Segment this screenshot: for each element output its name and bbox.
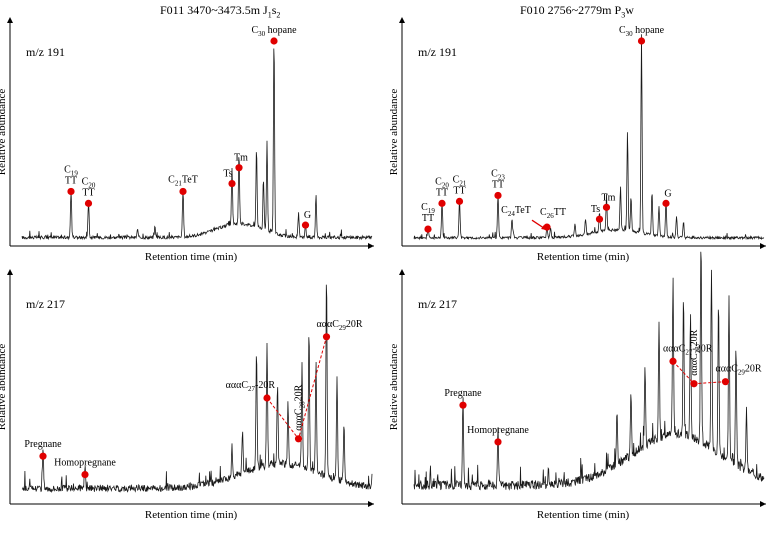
chart-panel-p3: Retention time (min) Relative abundance m/… <box>0 269 374 521</box>
panel-title-sub: 3 <box>621 10 626 20</box>
y-axis-label: Relative abundance <box>0 89 8 176</box>
peak-label: C24TeT <box>501 205 531 218</box>
mz-label: m/z 217 <box>26 297 65 311</box>
y-axis-label: Relative abundance <box>388 344 400 431</box>
peak-label: TT <box>422 213 434 224</box>
y-axis-arrow <box>399 17 405 23</box>
peak-marker <box>67 187 75 196</box>
x-axis-arrow <box>368 243 374 249</box>
panel-title-sub: 1 <box>267 10 272 20</box>
chart-panel-p1: Retention time (min) Relative abundance m/… <box>0 17 374 263</box>
mz-label: m/z 191 <box>26 45 65 59</box>
x-axis-arrow <box>760 501 766 507</box>
peak-label: TT <box>492 179 504 190</box>
peak-label: αααC2820R <box>689 329 702 375</box>
panel-title-well: F010 2756~2779m P <box>520 3 622 17</box>
panel-title-left: F011 3470~3473.5m J1s2 <box>160 3 280 19</box>
peak-marker <box>81 470 89 479</box>
peak-label: αααC27-20R <box>226 380 276 393</box>
peak-label: C20 <box>435 176 449 189</box>
peak-label: Homopregnane <box>54 458 116 469</box>
peak-marker <box>179 187 187 196</box>
peak-label: G <box>304 210 311 221</box>
panel-title-tail: s <box>271 3 277 17</box>
peak-label: TT <box>436 187 448 198</box>
peak-label: C20 <box>82 176 96 189</box>
peak-label: αααC27-20R <box>663 343 713 356</box>
peak-marker <box>494 191 502 200</box>
peak-marker <box>228 179 236 188</box>
panel-title-well: F011 3470~3473.5m J <box>160 3 268 17</box>
peak-marker <box>424 225 432 233</box>
x-axis-label: Retention time (min) <box>537 251 630 263</box>
x-axis-label: Retention time (min) <box>145 509 238 521</box>
chart-panel-p2: Retention time (min) Relative abundance m/… <box>388 17 766 263</box>
peak-label: Ts <box>223 169 232 180</box>
peak-marker <box>602 203 611 211</box>
peak-label: C30 hopane <box>619 25 665 38</box>
peak-marker <box>662 199 670 207</box>
peak-marker <box>438 199 446 207</box>
x-axis-label: Retention time (min) <box>145 251 238 263</box>
peak-label: C26TT <box>540 207 566 220</box>
y-axis-label: Relative abundance <box>388 89 400 176</box>
peak-label: Tm <box>602 192 616 203</box>
peak-label: Pregnane <box>24 439 62 450</box>
peak-label: C19 <box>421 202 435 215</box>
x-axis-arrow <box>368 501 374 507</box>
peak-marker <box>455 197 464 205</box>
peak-label: C19 <box>64 164 78 177</box>
peak-marker <box>270 37 278 45</box>
peak-marker <box>595 215 604 223</box>
y-axis-label: Relative abundance <box>0 344 8 431</box>
peak-marker <box>84 199 93 207</box>
peak-label: Ts <box>591 204 600 215</box>
y-axis-arrow <box>7 269 13 275</box>
mz-label: m/z 217 <box>418 297 457 311</box>
peak-label: C23 <box>491 168 505 181</box>
chromatogram-trace <box>413 251 765 491</box>
peak-label: Homopregnane <box>467 425 529 436</box>
peak-label: TT <box>82 187 94 198</box>
peak-marker <box>301 221 310 229</box>
mz-label: m/z 191 <box>418 45 457 59</box>
chromatogram-trace <box>21 48 373 241</box>
peak-label: αααC2920R <box>317 319 363 332</box>
peak-label: TT <box>65 175 77 186</box>
x-axis-label: Retention time (min) <box>537 509 630 521</box>
peak-label: C21TeT <box>168 174 198 187</box>
series-connector <box>266 336 327 440</box>
chromatogram-trace <box>21 284 373 494</box>
y-axis-arrow <box>7 17 13 23</box>
peak-label: αααC2920R <box>716 364 762 377</box>
peak-label: G <box>664 188 671 199</box>
peak-label: C21 <box>453 174 467 187</box>
peak-marker <box>637 37 646 45</box>
panel-title-tail: w <box>625 3 634 17</box>
x-axis-arrow <box>760 243 766 249</box>
peak-marker <box>494 438 502 446</box>
panel-title-sub2: 2 <box>276 10 281 20</box>
peak-label: Pregnane <box>444 388 482 399</box>
y-axis-arrow <box>399 269 405 275</box>
annotation-arrowhead <box>541 225 547 231</box>
peak-marker <box>39 452 47 460</box>
peak-label: C30 hopane <box>251 25 297 38</box>
peak-marker <box>459 401 467 409</box>
series-connector <box>672 360 726 385</box>
peak-label: Tm <box>234 153 248 164</box>
chart-panel-p4: Retention time (min) Relative abundance m/… <box>388 251 766 521</box>
peak-label: αααC2820R <box>294 384 307 430</box>
peak-label: TT <box>453 185 465 196</box>
chromatogram-trace <box>413 34 765 241</box>
peak-marker <box>235 164 243 172</box>
panel-title-right: F010 2756~2779m P3w <box>520 3 634 19</box>
